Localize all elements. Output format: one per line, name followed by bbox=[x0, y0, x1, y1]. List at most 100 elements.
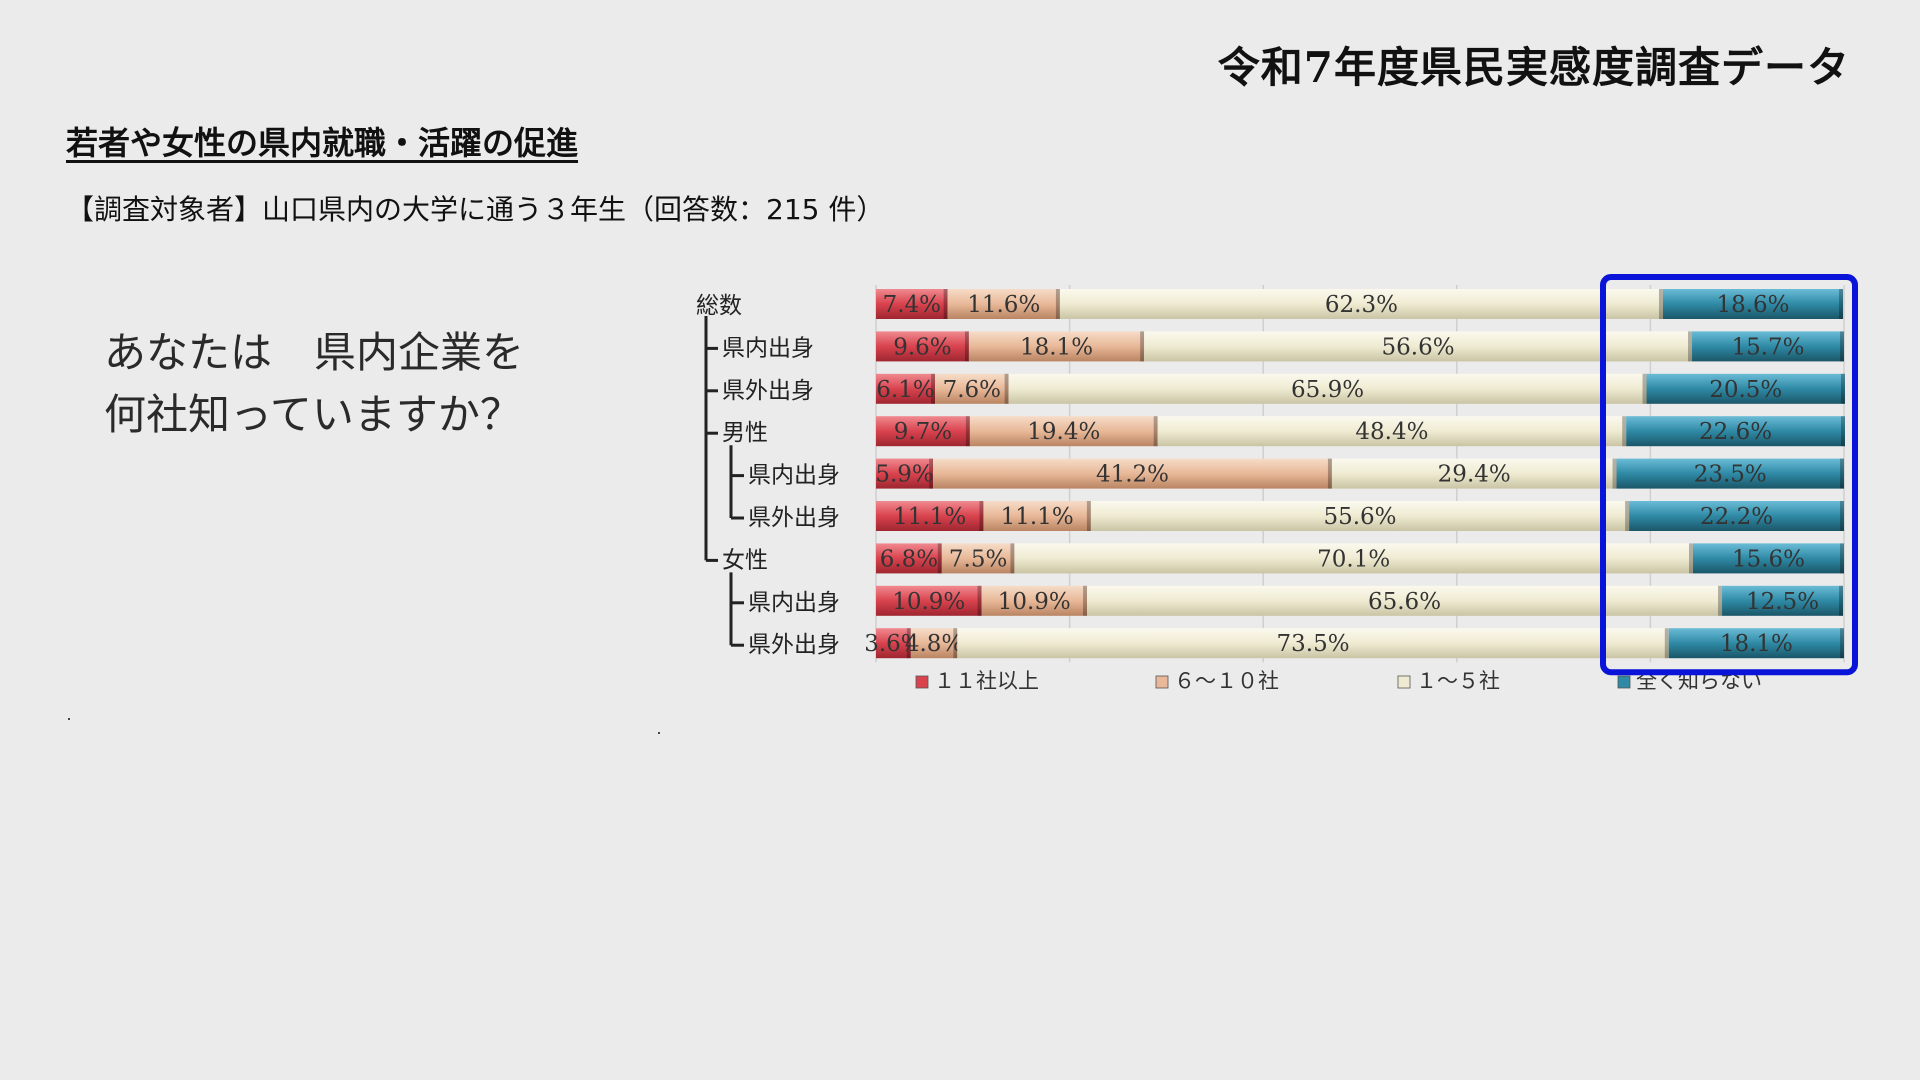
bar-segment bbox=[876, 501, 984, 531]
bar-segment bbox=[876, 543, 942, 574]
bar-segment-edge bbox=[1010, 543, 1015, 574]
data-label: 11.6% bbox=[967, 292, 1040, 318]
question-line-2: 何社知っていますか？ bbox=[104, 390, 522, 439]
data-label: 65.9% bbox=[1291, 377, 1364, 403]
data-label: 62.3% bbox=[1325, 292, 1398, 318]
bar-segment bbox=[935, 373, 1009, 404]
bar-segment-edge bbox=[1840, 373, 1845, 404]
category-label: 女性 bbox=[722, 547, 768, 573]
bar-segment bbox=[910, 628, 958, 659]
bar-segment bbox=[876, 331, 969, 362]
bar-segment-edge bbox=[965, 416, 970, 447]
data-label: 29.4% bbox=[1438, 462, 1511, 488]
bar-segment-edge bbox=[1140, 331, 1145, 362]
data-label: 48.4% bbox=[1355, 419, 1428, 445]
data-label: 9.7% bbox=[894, 419, 952, 445]
bar-segment-edge bbox=[1840, 458, 1844, 489]
bar-segment bbox=[876, 628, 911, 659]
bar-segment-edge bbox=[1327, 458, 1332, 489]
bar-segment-edge bbox=[1840, 331, 1844, 362]
category-label: 県外出身 bbox=[748, 505, 840, 531]
data-label: 10.9% bbox=[892, 589, 965, 615]
category-label: 県外出身 bbox=[748, 632, 840, 658]
bar-segment bbox=[1014, 543, 1693, 574]
bar-segment bbox=[983, 501, 1091, 531]
category-label: 県内出身 bbox=[722, 335, 814, 361]
bar-segment bbox=[1008, 373, 1647, 404]
data-label: 56.6% bbox=[1382, 334, 1455, 360]
bar-segment-edge bbox=[1840, 543, 1844, 574]
bar-segment-edge bbox=[979, 501, 984, 531]
bar-segment bbox=[1626, 416, 1845, 447]
data-label: 18.1% bbox=[1720, 631, 1793, 657]
data-label: 9.6% bbox=[893, 334, 951, 360]
category-label: 県内出身 bbox=[748, 463, 840, 489]
bar-segment-edge bbox=[1642, 373, 1647, 404]
bar-segment-edge bbox=[1840, 501, 1844, 531]
bar-segment bbox=[1331, 458, 1617, 489]
data-label: 18.6% bbox=[1716, 292, 1789, 318]
bar-segment bbox=[1662, 289, 1844, 319]
data-label: 41.2% bbox=[1096, 462, 1169, 488]
data-label: 11.1% bbox=[1001, 504, 1074, 530]
bar-segment bbox=[876, 289, 948, 319]
bar-segment-edge bbox=[1625, 501, 1630, 531]
bar-segment bbox=[1059, 289, 1663, 319]
bar-segment bbox=[1668, 628, 1844, 659]
data-label: 6.8% bbox=[880, 546, 938, 572]
data-label: 7.4% bbox=[883, 292, 941, 318]
chart-legend: １１社以上 ６～１０社 １～５社 全く知らない bbox=[915, 669, 1762, 693]
bar-segment bbox=[1692, 331, 1844, 362]
bar-segment-edge bbox=[1718, 585, 1723, 616]
legend-swatch bbox=[1397, 675, 1411, 689]
data-label: 11.1% bbox=[893, 504, 966, 530]
bar-segment bbox=[1646, 373, 1845, 404]
bar-segment bbox=[876, 416, 970, 447]
bar-segment bbox=[1722, 585, 1844, 616]
data-label: 65.6% bbox=[1368, 589, 1441, 615]
data-label: 15.7% bbox=[1731, 334, 1804, 360]
bar-segment-edge bbox=[943, 289, 948, 319]
data-label: 55.6% bbox=[1323, 504, 1396, 530]
bar-segment-edge bbox=[906, 628, 911, 659]
bar-segment bbox=[1629, 501, 1844, 531]
bar-segment-edge bbox=[1658, 289, 1663, 319]
legend-label: １～５社 bbox=[1416, 669, 1500, 693]
bar-segment bbox=[1087, 585, 1723, 616]
bar-segment-edge bbox=[1840, 628, 1844, 659]
respondents-note: 【調査対象者】山口県内の大学に通う３年生（回答数：215 件） bbox=[66, 193, 885, 226]
legend-swatch bbox=[915, 675, 929, 689]
data-label: 19.4% bbox=[1027, 419, 1100, 445]
bar-segment-edge bbox=[1622, 416, 1627, 447]
bar-segment-edge bbox=[1612, 458, 1617, 489]
bar-segment-edge bbox=[937, 543, 942, 574]
data-label: 4.8% bbox=[905, 631, 963, 657]
bar-segment-edge bbox=[929, 458, 934, 489]
page-title: 令和7年度県民実感度調査データ bbox=[1217, 43, 1850, 92]
bar-segment-edge bbox=[1664, 628, 1669, 659]
bar-segment bbox=[1692, 543, 1844, 574]
bar-segment bbox=[947, 289, 1060, 319]
data-label: 23.5% bbox=[1694, 462, 1767, 488]
survey-question: あなたは 県内企業を 何社知っていますか？ bbox=[104, 322, 624, 446]
data-label: 70.1% bbox=[1317, 546, 1390, 572]
stray-dot bbox=[658, 732, 660, 734]
legend-label: ６～１０社 bbox=[1174, 669, 1279, 693]
data-label: 7.6% bbox=[943, 377, 1001, 403]
category-tree-lines bbox=[704, 316, 744, 647]
question-line-1: あなたは 県内企業を bbox=[104, 328, 525, 377]
category-label: 男性 bbox=[722, 420, 768, 446]
data-label: 18.1% bbox=[1020, 334, 1093, 360]
bar-segment bbox=[1616, 458, 1844, 489]
data-label: 22.6% bbox=[1699, 419, 1772, 445]
bar-segment-edge bbox=[1688, 543, 1693, 574]
bar-segment bbox=[876, 458, 934, 489]
stray-dot bbox=[68, 718, 70, 720]
bar-segment-edge bbox=[1004, 373, 1009, 404]
category-label: 総数 bbox=[696, 293, 742, 319]
bar-segment-edge bbox=[1839, 585, 1844, 616]
data-label: 5.9% bbox=[875, 462, 933, 488]
highlight-frame bbox=[1600, 274, 1858, 676]
bar-segment-edge bbox=[1083, 585, 1088, 616]
